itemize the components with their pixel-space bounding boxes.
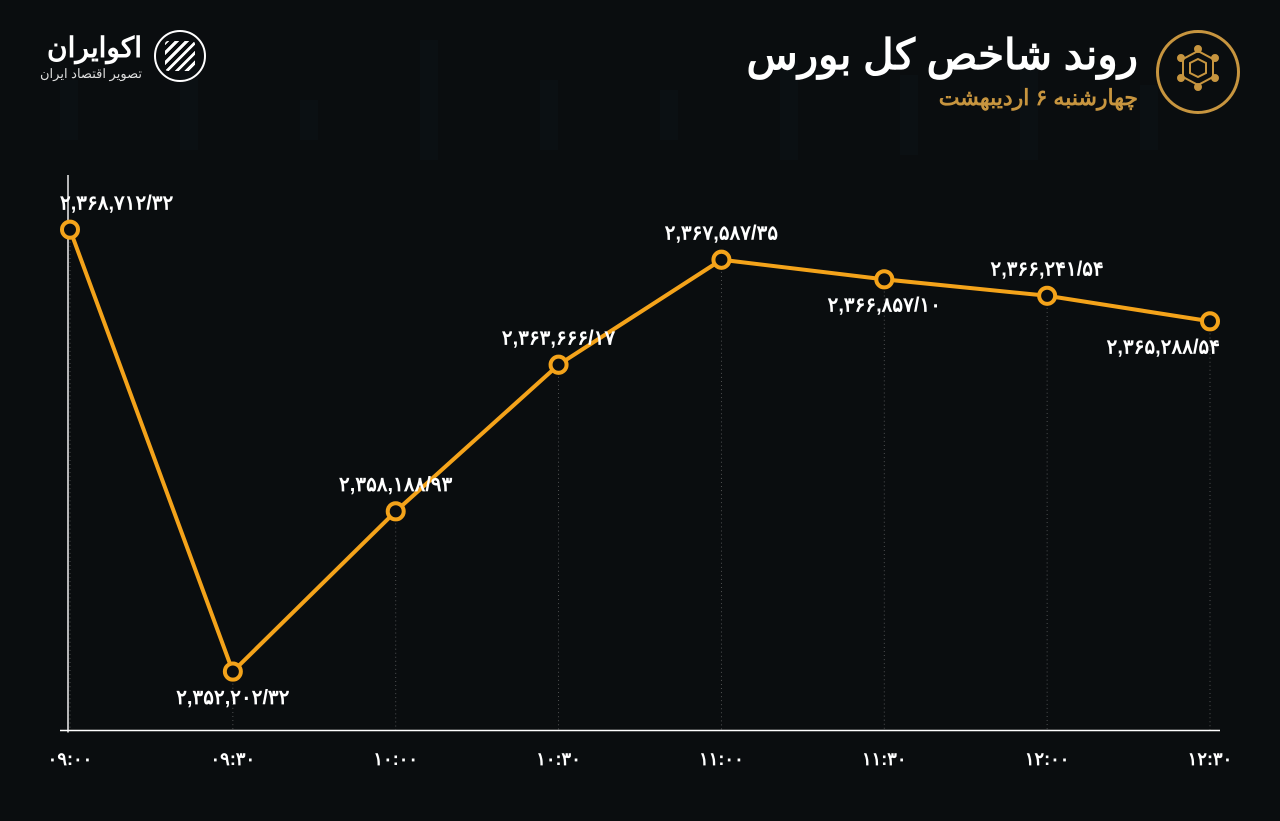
value-label: ۲,۳۶۵,۲۸۸/۵۴ <box>1107 337 1220 359</box>
brand-logo-icon <box>154 30 206 82</box>
value-label: ۲,۳۶۸,۷۱۲/۳۲ <box>60 192 174 214</box>
value-label: ۲,۳۶۶,۸۵۷/۱۰ <box>828 295 941 317</box>
header: اکوایران تصویر اقتصاد ایران روند شاخص کل… <box>0 30 1280 140</box>
index-trend-chart: ۲,۳۶۸,۷۱۲/۳۲ ۲,۳۵۲,۲۰۲/۳۲ ۲,۳۵۸,۱۸۸/۹۳ ۲,۳۶… <box>50 175 1230 781</box>
x-axis-label: ۱۲:۰۰ <box>1025 749 1070 769</box>
value-label: ۲,۳۶۶,۲۴۱/۵۴ <box>990 259 1103 281</box>
x-axis-label: ۱۱:۰۰ <box>699 749 744 769</box>
x-axis-label: ۱۰:۰۰ <box>373 749 418 769</box>
exchange-logo-icon <box>1156 30 1240 114</box>
x-axis-label: ۰۹:۳۰ <box>211 749 256 769</box>
brand-name: اکوایران <box>40 31 142 64</box>
value-label: ۲,۳۶۷,۵۸۷/۳۵ <box>665 222 779 244</box>
value-label: ۲,۳۶۳,۶۶۶/۱۷ <box>502 327 616 349</box>
value-label: ۲,۳۵۸,۱۸۸/۹۳ <box>339 474 453 496</box>
brand-block: اکوایران تصویر اقتصاد ایران <box>40 30 206 82</box>
x-axis-label: ۱۱:۳۰ <box>862 749 907 769</box>
title-block: روند شاخص کل بورس چهارشنبه ۶ اردیبهشت <box>747 30 1240 114</box>
chart-date: چهارشنبه ۶ اردیبهشت <box>747 85 1138 111</box>
x-axis-label: ۱۰:۳۰ <box>536 749 581 769</box>
chart-title: روند شاخص کل بورس <box>747 30 1138 79</box>
x-axis-label: ۰۹:۰۰ <box>48 749 93 769</box>
brand-tagline: تصویر اقتصاد ایران <box>40 66 142 82</box>
value-label: ۲,۳۵۲,۲۰۲/۳۲ <box>176 687 290 709</box>
x-axis-label: ۱۲:۳۰ <box>1188 749 1233 769</box>
